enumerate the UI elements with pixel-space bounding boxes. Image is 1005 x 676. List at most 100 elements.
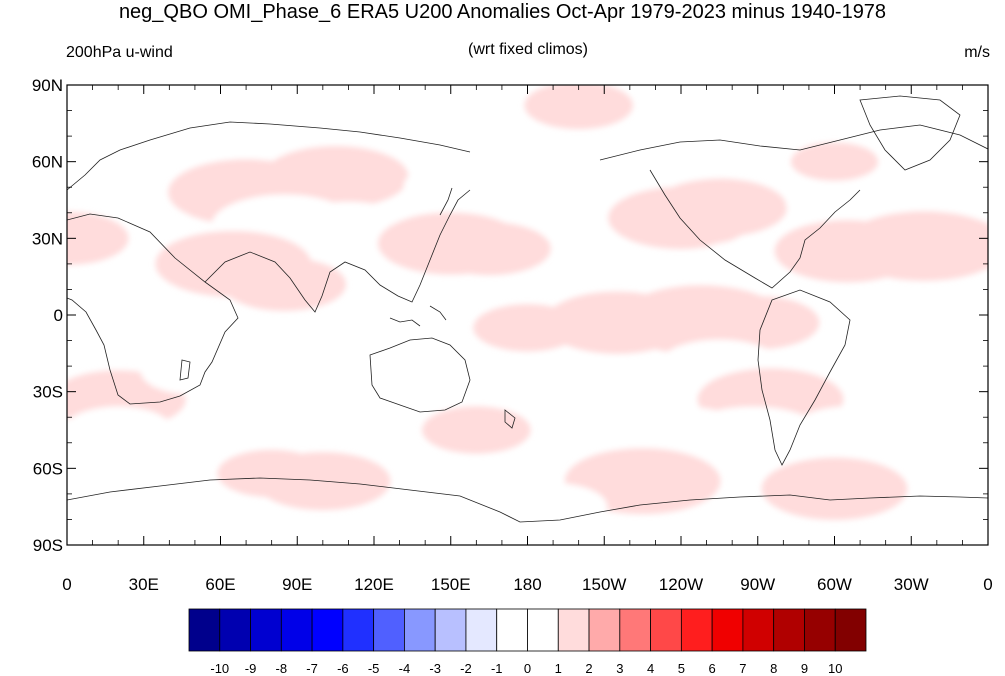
colorbar-swatch	[557, 608, 590, 652]
anomaly-contour	[774, 220, 921, 283]
lon-tick-label: 120E	[354, 575, 394, 594]
anomaly-contour	[191, 393, 301, 441]
colorbar-label: -10	[210, 661, 229, 676]
colorbar-swatch	[434, 608, 467, 652]
anomaly-center	[140, 347, 250, 395]
colorbar-swatch	[465, 608, 498, 652]
lon-tick-label: 120W	[659, 575, 703, 594]
colorbar-label: 0	[524, 661, 531, 676]
anomaly-contour	[524, 85, 633, 130]
anomaly-contour	[473, 304, 582, 352]
anomaly-contour	[427, 221, 551, 276]
colorbar-label: 4	[647, 661, 654, 676]
colorbar-swatch	[496, 608, 528, 652]
anomaly-center	[67, 86, 173, 135]
anomaly-center	[67, 211, 129, 265]
lon-tick-label: 150E	[431, 575, 471, 594]
colorbar: -10 -9 -8 -7 -6 -5 -4 -3 -2 -1 0 1 2 3 4 5 6 7 8 9 10	[188, 608, 867, 676]
colorbar-swatch	[188, 608, 221, 652]
anomaly-center	[473, 304, 582, 352]
colorbar-swatch	[711, 608, 744, 652]
lon-tick-label: 90W	[740, 575, 775, 594]
anomaly-contour	[492, 355, 639, 418]
anomaly-center	[524, 85, 633, 130]
reference-label: (wrt fixed climos)	[467, 41, 588, 58]
units-label: m/s	[964, 44, 990, 61]
colorbar-swatch	[219, 608, 251, 652]
anomaly-center	[790, 142, 879, 181]
anomaly-contour	[679, 406, 826, 469]
lat-tick-label: 90S	[33, 536, 63, 555]
colorbar-label: 1	[555, 661, 562, 676]
colorbar-label: 8	[770, 661, 777, 676]
anomaly-contour	[790, 142, 879, 181]
anomaly-center	[191, 393, 301, 441]
colorbar-label: -3	[429, 661, 441, 676]
anomaly-center	[492, 355, 639, 418]
anomaly-center	[761, 457, 908, 520]
anomaly-center	[155, 230, 312, 297]
colorbar-swatch	[680, 608, 713, 652]
colorbar-swatch	[527, 608, 559, 652]
colorbar-label: 10	[828, 661, 842, 676]
anomaly-center	[217, 449, 326, 498]
anomaly-contour	[217, 449, 326, 498]
anomaly-contour	[422, 406, 531, 454]
colorbar-swatch	[250, 608, 282, 652]
lon-tick-label: 60E	[205, 575, 235, 594]
colorbar-label: -2	[460, 661, 472, 676]
colorbar-label: -9	[245, 661, 257, 676]
anomaly-center	[262, 145, 409, 209]
colorbar-label: -6	[337, 661, 349, 676]
colorbar-label: 9	[801, 661, 808, 676]
colorbar-label: 5	[678, 661, 685, 676]
anomaly-contour	[793, 406, 902, 454]
lon-tick-label: 60W	[817, 575, 852, 594]
map-title: neg_QBO OMI_Phase_6 ERA5 U200 Anomalies …	[118, 1, 887, 23]
colorbar-swatch	[804, 608, 836, 652]
lat-tick-label: 60N	[32, 153, 63, 172]
anomaly-contour	[564, 448, 721, 515]
anomaly-center	[422, 406, 531, 454]
anomaly-contour	[197, 104, 321, 158]
anomaly-contour	[140, 347, 250, 395]
lon-tick-label: 0	[62, 575, 71, 594]
colorbar-label: 7	[739, 661, 746, 676]
colorbar-swatch	[311, 608, 344, 652]
anomaly-contour	[498, 483, 608, 531]
colorbar-swatch	[650, 608, 682, 652]
colorbar-swatch	[619, 608, 651, 652]
colorbar-label: -4	[399, 661, 411, 676]
colorbar-swatch	[588, 608, 621, 652]
anomaly-contour	[350, 352, 474, 406]
anomaly-contour	[67, 86, 173, 135]
lat-tick-label: 0	[54, 306, 63, 325]
anomaly-center	[564, 448, 721, 515]
anomaly-contour	[262, 145, 409, 209]
colorbar-label: 2	[585, 661, 592, 676]
lat-tick-label: 90N	[32, 76, 63, 95]
coastlines	[67, 95, 988, 523]
anomaly-center	[427, 221, 551, 276]
anomaly-contour	[761, 457, 908, 520]
anomaly-center	[222, 257, 347, 311]
colorbar-swatch	[773, 608, 805, 652]
anomaly-contour	[222, 257, 347, 311]
anomaly-center	[774, 220, 921, 283]
lon-tick-label: 150W	[582, 575, 626, 594]
anomaly-center	[696, 296, 820, 350]
lon-tick-label: 180	[513, 575, 541, 594]
anomaly-contour	[696, 296, 820, 350]
anomaly-center	[350, 352, 474, 406]
anomaly-contour	[67, 211, 129, 265]
colorbar-swatch	[342, 608, 375, 652]
anomaly-field	[67, 85, 988, 545]
colorbar-label: -7	[306, 661, 318, 676]
anomaly-center	[67, 406, 173, 454]
colorbar-label: 3	[616, 661, 623, 676]
anomaly-center	[793, 406, 902, 454]
colorbar-swatch	[404, 608, 436, 652]
anomaly-center	[498, 483, 608, 531]
lon-tick-label: 30E	[129, 575, 159, 594]
